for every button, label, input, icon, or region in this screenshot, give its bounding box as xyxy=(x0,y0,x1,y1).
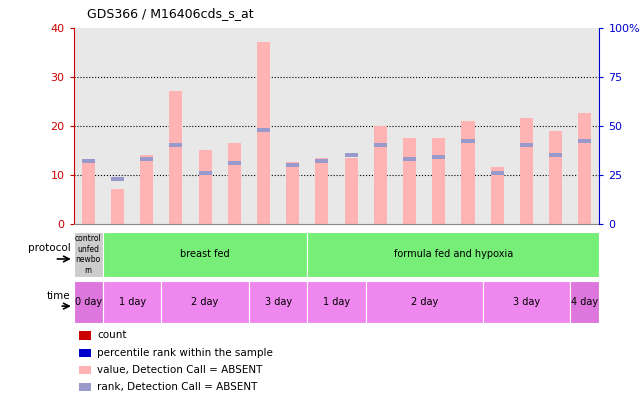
Bar xyxy=(169,91,183,224)
Bar xyxy=(345,158,358,224)
Bar xyxy=(249,28,278,224)
Bar xyxy=(315,159,328,163)
Bar xyxy=(140,155,153,224)
Text: 4 day: 4 day xyxy=(571,297,598,307)
Bar xyxy=(578,139,591,143)
Bar xyxy=(82,160,95,224)
Bar xyxy=(307,281,366,323)
Text: rank, Detection Call = ABSENT: rank, Detection Call = ABSENT xyxy=(97,382,258,392)
Bar xyxy=(490,168,504,224)
Text: GDS366 / M16406cds_s_at: GDS366 / M16406cds_s_at xyxy=(87,7,253,20)
Text: formula fed and hypoxia: formula fed and hypoxia xyxy=(394,249,513,259)
Text: percentile rank within the sample: percentile rank within the sample xyxy=(97,348,273,358)
Text: 2 day: 2 day xyxy=(410,297,438,307)
Bar xyxy=(103,232,307,277)
Bar xyxy=(570,28,599,224)
Bar xyxy=(82,159,95,163)
Bar xyxy=(111,189,124,224)
Bar xyxy=(228,143,241,224)
Bar xyxy=(432,138,445,224)
Bar xyxy=(490,171,504,175)
Bar xyxy=(307,28,337,224)
Bar xyxy=(79,383,90,392)
Bar xyxy=(337,28,366,224)
Bar xyxy=(257,42,270,224)
Bar xyxy=(249,281,307,323)
Bar xyxy=(541,28,570,224)
Bar xyxy=(403,138,416,224)
Bar xyxy=(79,348,90,357)
Bar xyxy=(257,128,270,131)
Bar xyxy=(199,171,212,175)
Bar xyxy=(79,331,90,339)
Bar xyxy=(578,114,591,224)
Text: 1 day: 1 day xyxy=(119,297,146,307)
Bar xyxy=(162,28,190,224)
Bar xyxy=(79,366,90,374)
Bar xyxy=(424,28,453,224)
Bar xyxy=(549,131,562,224)
Text: control
unfed
newbo
rn: control unfed newbo rn xyxy=(75,234,102,274)
Text: protocol: protocol xyxy=(28,243,71,253)
Bar xyxy=(366,28,395,224)
Bar xyxy=(374,126,387,224)
Bar xyxy=(307,232,599,277)
Text: count: count xyxy=(97,330,127,341)
Text: 3 day: 3 day xyxy=(513,297,540,307)
Bar xyxy=(286,162,299,224)
Bar xyxy=(483,281,570,323)
Bar xyxy=(395,28,424,224)
Text: 0 day: 0 day xyxy=(75,297,102,307)
Bar xyxy=(140,157,153,161)
Bar xyxy=(453,28,483,224)
Bar xyxy=(315,158,328,224)
Bar xyxy=(278,28,307,224)
Bar xyxy=(374,143,387,147)
Bar xyxy=(570,281,599,323)
Text: time: time xyxy=(47,291,71,301)
Bar xyxy=(286,163,299,167)
Bar xyxy=(520,143,533,147)
Bar xyxy=(549,153,562,157)
Text: 2 day: 2 day xyxy=(192,297,219,307)
Bar xyxy=(74,232,103,277)
Text: value, Detection Call = ABSENT: value, Detection Call = ABSENT xyxy=(97,365,263,375)
Bar xyxy=(345,153,358,157)
Bar xyxy=(74,281,103,323)
Bar xyxy=(169,143,183,147)
Bar xyxy=(103,28,132,224)
Bar xyxy=(462,139,474,143)
Bar xyxy=(111,177,124,181)
Bar xyxy=(228,161,241,165)
Text: 3 day: 3 day xyxy=(265,297,292,307)
Bar xyxy=(403,157,416,161)
Bar xyxy=(512,28,541,224)
Bar xyxy=(103,281,162,323)
Bar xyxy=(483,28,512,224)
Bar xyxy=(366,281,483,323)
Bar xyxy=(199,150,212,224)
Bar xyxy=(462,121,474,224)
Bar xyxy=(220,28,249,224)
Bar xyxy=(432,155,445,159)
Bar xyxy=(190,28,220,224)
Bar xyxy=(520,118,533,224)
Bar xyxy=(162,281,249,323)
Text: 1 day: 1 day xyxy=(323,297,350,307)
Text: breast fed: breast fed xyxy=(180,249,230,259)
Bar xyxy=(132,28,162,224)
Bar xyxy=(74,28,103,224)
